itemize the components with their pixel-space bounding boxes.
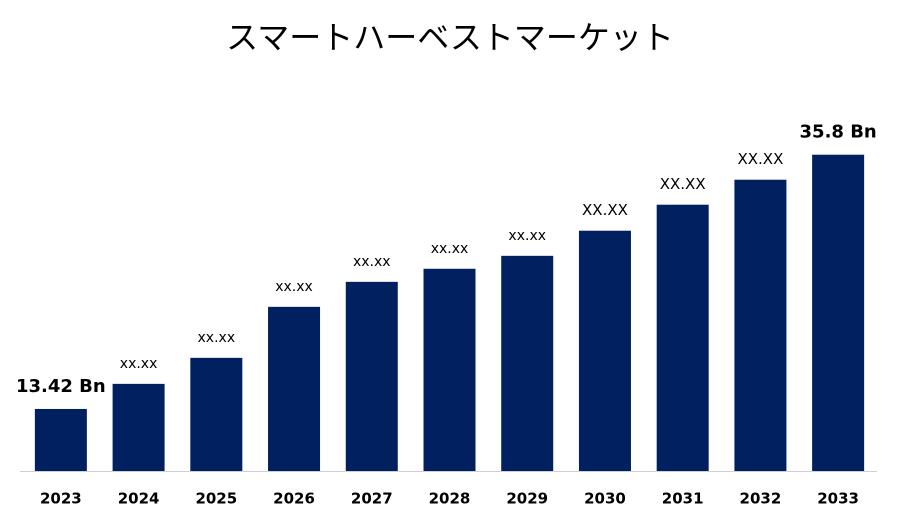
- x-tick-label: 2033: [817, 490, 859, 508]
- bar: [345, 281, 398, 471]
- bar: [501, 255, 554, 471]
- x-tick-label: 2032: [740, 490, 782, 508]
- x-tick-label: 2028: [429, 490, 471, 508]
- bar: [656, 204, 709, 471]
- x-tick-label: 2025: [195, 490, 237, 508]
- value-label: XX.XX: [660, 175, 706, 193]
- value-label: xx.xx: [120, 356, 158, 372]
- x-tick-label: 2024: [118, 490, 160, 508]
- bar: [112, 383, 165, 471]
- x-tick-label: 2031: [662, 490, 704, 508]
- value-label: xx.xx: [431, 241, 469, 257]
- bar: [812, 154, 865, 471]
- x-tick-label: 2029: [506, 490, 548, 508]
- x-tick-label: 2023: [40, 490, 82, 508]
- value-label: 35.8 Bn: [800, 122, 877, 143]
- bar: [190, 357, 243, 471]
- value-label: 13.42 Bn: [16, 376, 106, 397]
- x-tick-label: 2027: [351, 490, 393, 508]
- x-tick-label: 2026: [273, 490, 315, 508]
- bar: [578, 230, 631, 471]
- value-label: XX.XX: [582, 201, 628, 219]
- bar: [423, 268, 476, 471]
- value-label: xx.xx: [275, 279, 313, 295]
- value-label: xx.xx: [508, 228, 546, 244]
- bar: [734, 179, 787, 471]
- value-label: XX.XX: [737, 150, 783, 168]
- bar: [34, 408, 87, 471]
- bar: [268, 306, 321, 471]
- chart-title: スマートハーベストマーケット: [226, 19, 674, 57]
- x-tick-label: 2030: [584, 490, 626, 508]
- value-label: xx.xx: [353, 254, 391, 270]
- value-label: xx.xx: [198, 330, 236, 346]
